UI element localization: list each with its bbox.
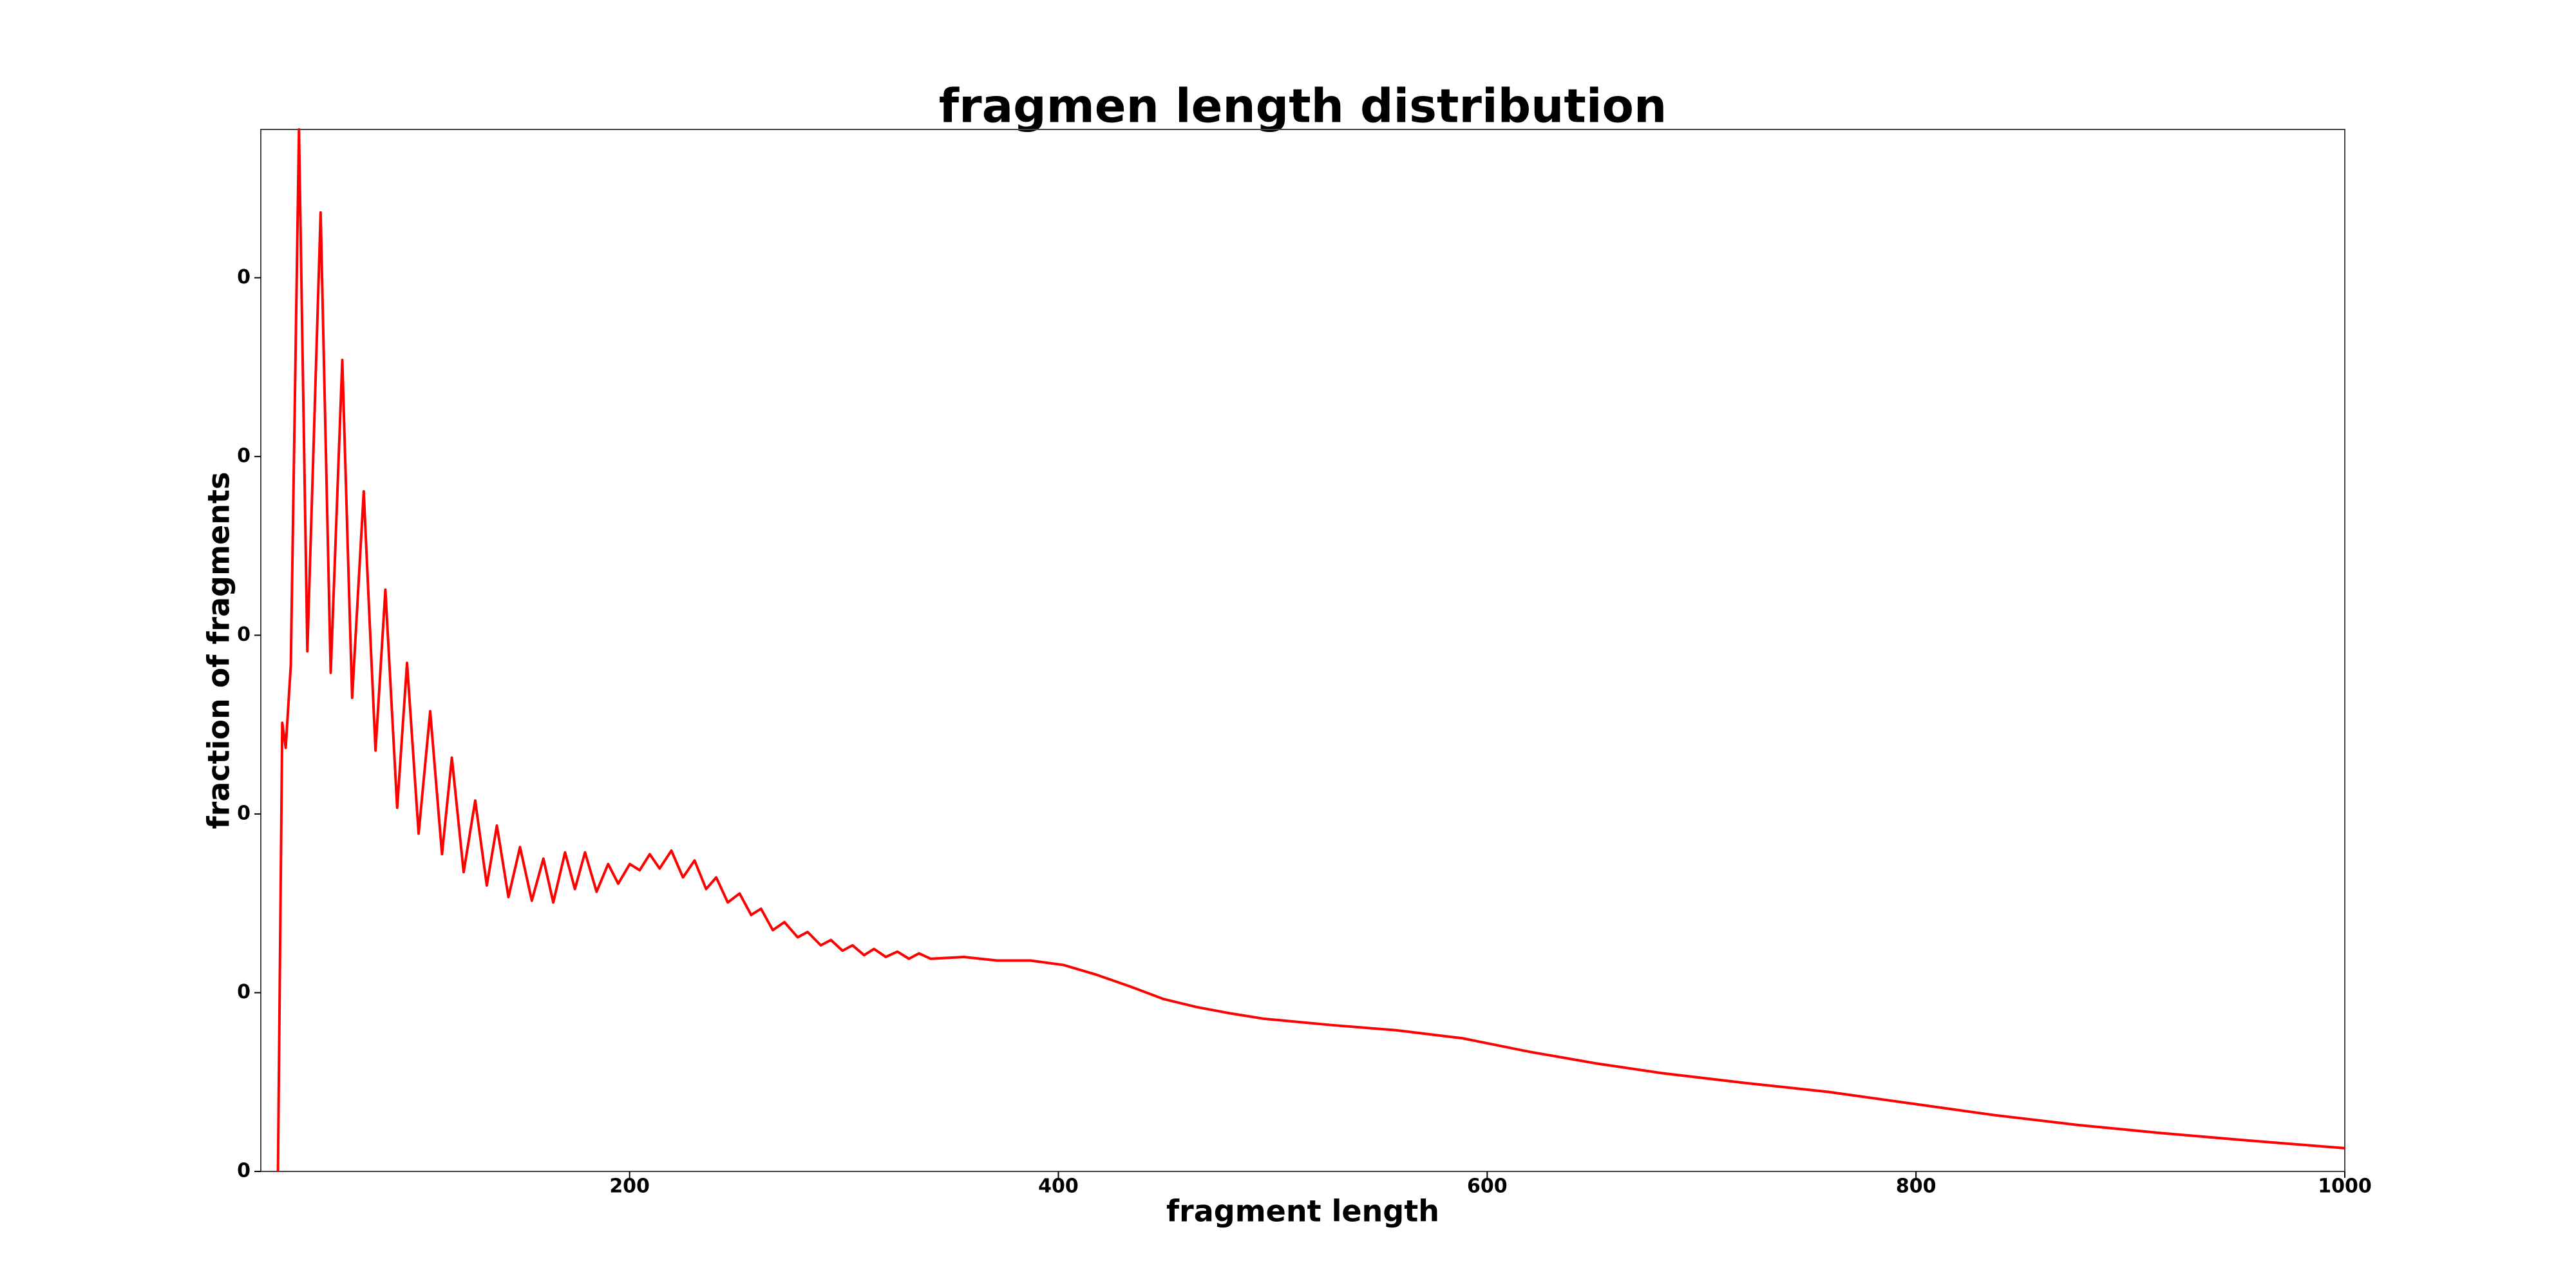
x-tick-label: 600 bbox=[1467, 1175, 1508, 1198]
x-axis-label: fragment length bbox=[1166, 1194, 1439, 1229]
y-axis-label: fraction of fragments bbox=[202, 472, 236, 829]
y-tick-label: 0 bbox=[237, 1160, 251, 1182]
x-tick-label: 400 bbox=[1038, 1175, 1079, 1198]
chart-title: fragmen length distribution bbox=[939, 79, 1667, 133]
y-tick-label: 0 bbox=[237, 266, 251, 289]
y-tick-label: 0 bbox=[237, 981, 251, 1003]
x-tick-label: 800 bbox=[1896, 1175, 1937, 1198]
x-tick-label: 1000 bbox=[2318, 1175, 2372, 1198]
y-tick-label: 0 bbox=[237, 623, 251, 646]
y-tick-label: 0 bbox=[237, 444, 251, 467]
plot-frame bbox=[260, 129, 2345, 1172]
y-tick-label: 0 bbox=[237, 802, 251, 824]
x-tick-label: 200 bbox=[609, 1175, 650, 1198]
data-line bbox=[276, 128, 2345, 1172]
